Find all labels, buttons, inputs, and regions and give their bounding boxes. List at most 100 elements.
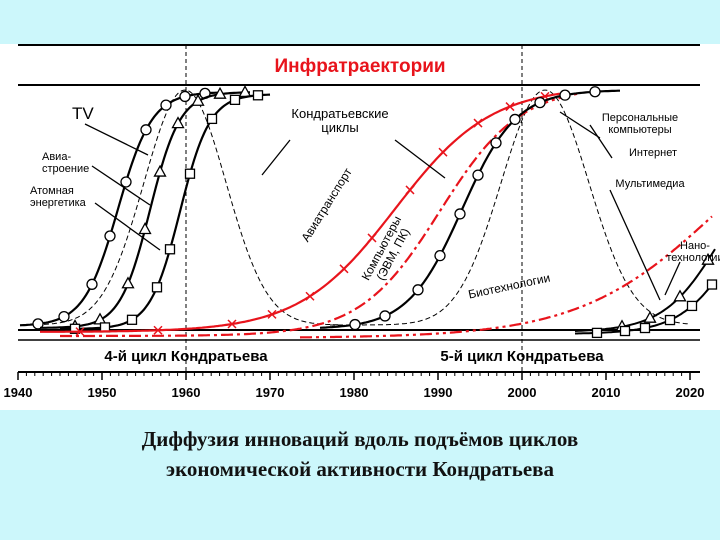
axis-tick-label: 2000 [508,385,537,400]
curve-label: Атомная энергетика [30,185,87,209]
marker [472,169,484,181]
marker [379,310,391,322]
leader-arrow [559,111,601,139]
marker [69,323,81,334]
label-line: Нано- [680,240,710,252]
label-line: энергетика [30,197,87,209]
label-line: Кондратьевские [291,106,388,121]
marker [140,124,152,136]
curve-label: Мультимедиа [615,178,685,190]
marker [121,276,135,289]
marker [171,116,185,129]
leader-arrow [589,124,613,159]
curve [40,92,561,333]
label-line: Персональные [602,112,678,124]
axis-tick-label: 1990 [424,385,453,400]
marker [153,164,167,177]
cycle-label: 5-й цикл Кондратьева [440,348,604,365]
axis-tick-label: 2010 [592,385,621,400]
marker [349,318,361,331]
caption: Диффузия инноваций вдоль подъёмов циклов [142,427,578,451]
axis-tick-label: 1970 [256,385,285,400]
marker [505,102,515,112]
curve-label: Персональные компьютеры [602,112,678,136]
leader-arrow [94,202,161,251]
axis-tick-label: 2020 [676,385,705,400]
marker [305,291,315,301]
marker [120,176,132,188]
leader-arrow [394,139,446,179]
label-line: Мультимедиа [615,178,685,190]
marker [438,147,448,157]
curve-label: Нано-технологии [666,240,720,264]
marker [673,289,687,302]
curve-label: Кондратьевские циклы [291,106,388,135]
marker [434,250,446,262]
marker [138,222,152,235]
leader-arrow [91,165,151,206]
marker [367,233,377,243]
axis-tick-label: 1980 [340,385,369,400]
marker [104,230,116,242]
marker [213,86,227,99]
marker [229,94,241,106]
label-line: строение [42,163,89,175]
curve [299,215,713,339]
marker [473,118,483,128]
marker [589,86,601,98]
marker [58,310,70,323]
marker [179,90,191,103]
marker [252,90,264,101]
curve-label: TV [72,104,94,123]
marker [184,168,196,179]
marker [206,113,218,125]
marker [75,327,85,337]
marker [591,327,603,339]
marker [405,185,415,195]
curve-label: Интернет [629,147,677,159]
marker [664,314,676,326]
marker [151,282,163,293]
marker [86,278,98,290]
marker [701,252,715,265]
curve [60,92,581,338]
marker [454,208,466,220]
label-line: компьютеры [608,124,671,136]
label-line: Интернет [629,147,677,159]
caption: экономической активности Кондратьева [166,457,554,481]
marker [191,93,205,106]
curve-label: Авиа-строение [42,151,89,175]
marker [126,314,138,325]
marker [267,309,277,319]
label-line: Атомная [30,185,74,197]
marker [153,325,163,335]
marker [412,284,424,296]
axis-tick-label: 1950 [88,385,117,400]
marker [643,310,657,323]
marker [619,325,631,337]
curve [330,89,691,326]
leader-arrow [609,189,661,301]
marker [32,318,44,330]
leader-arrow [664,261,681,296]
marker [559,89,571,101]
marker [686,300,698,312]
marker [639,322,651,334]
marker [534,96,546,109]
marker [164,244,176,255]
chart-area [0,44,720,410]
marker [509,113,521,126]
marker [160,99,172,111]
axis-tick-label: 1960 [172,385,201,400]
label-line: TV [72,104,94,123]
marker [706,279,718,290]
label-line: технологии [666,252,720,264]
axis-tick-label: 1940 [4,385,33,400]
title: Инфратраектории [274,56,445,77]
marker [490,137,502,149]
leader-arrow [261,139,291,176]
leader-arrow [84,123,149,156]
label-line: циклы [321,120,358,135]
